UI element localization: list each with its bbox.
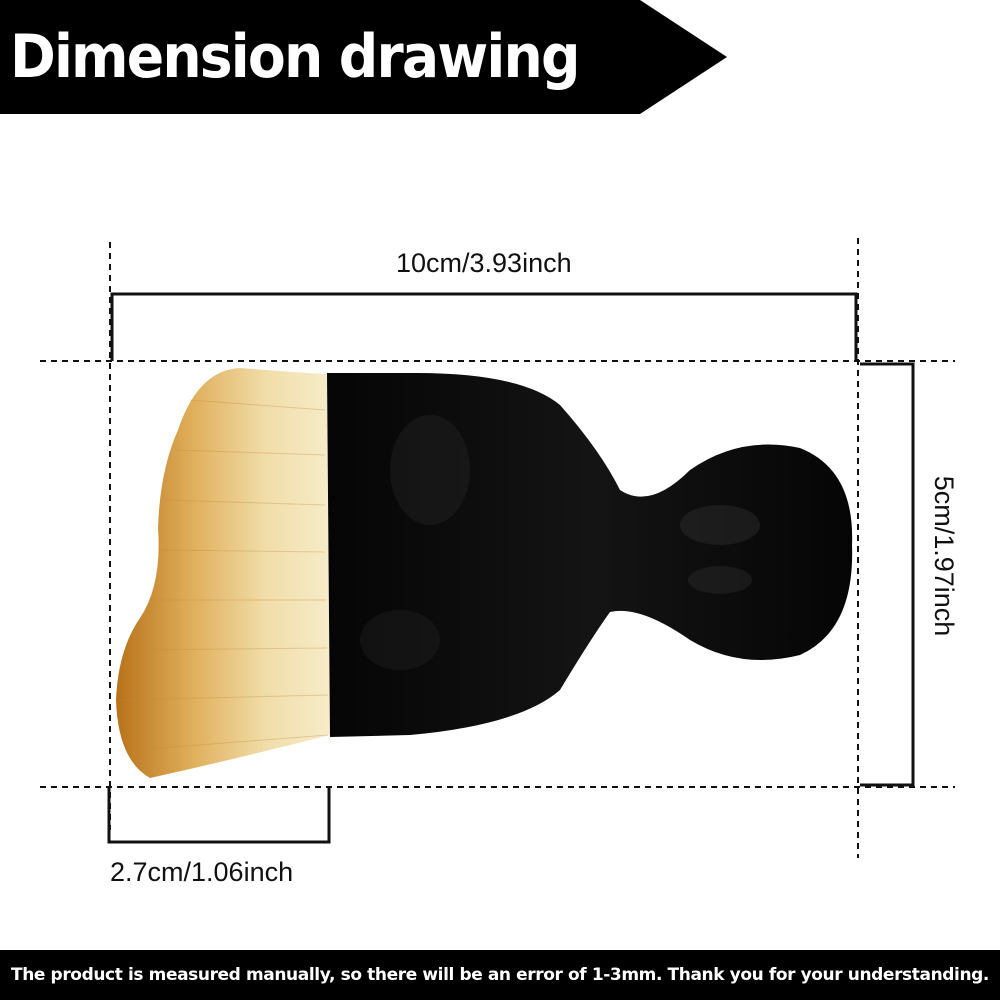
footer-bar: The product is measured manually, so the… (0, 950, 1000, 1000)
bristle-bracket (107, 788, 331, 844)
width-dimension-label: 10cm/3.93inch (396, 248, 572, 278)
brush-bristles (116, 368, 330, 778)
title-banner: Dimension drawing (0, 0, 1000, 120)
dimension-brackets (107, 292, 915, 844)
footer-note: The product is measured manually, so the… (11, 965, 989, 985)
height-dimension-label: 5cm/1.97inch (929, 475, 959, 637)
brush-handle (327, 372, 853, 737)
guide-lines (40, 238, 955, 858)
banner-arrow-shape (0, 0, 727, 114)
banner-title: Dimension drawing (10, 22, 580, 92)
height-bracket (860, 362, 915, 787)
width-bracket (110, 292, 858, 361)
bristle-width-dimension-label: 2.7cm/1.06inch (110, 857, 294, 887)
